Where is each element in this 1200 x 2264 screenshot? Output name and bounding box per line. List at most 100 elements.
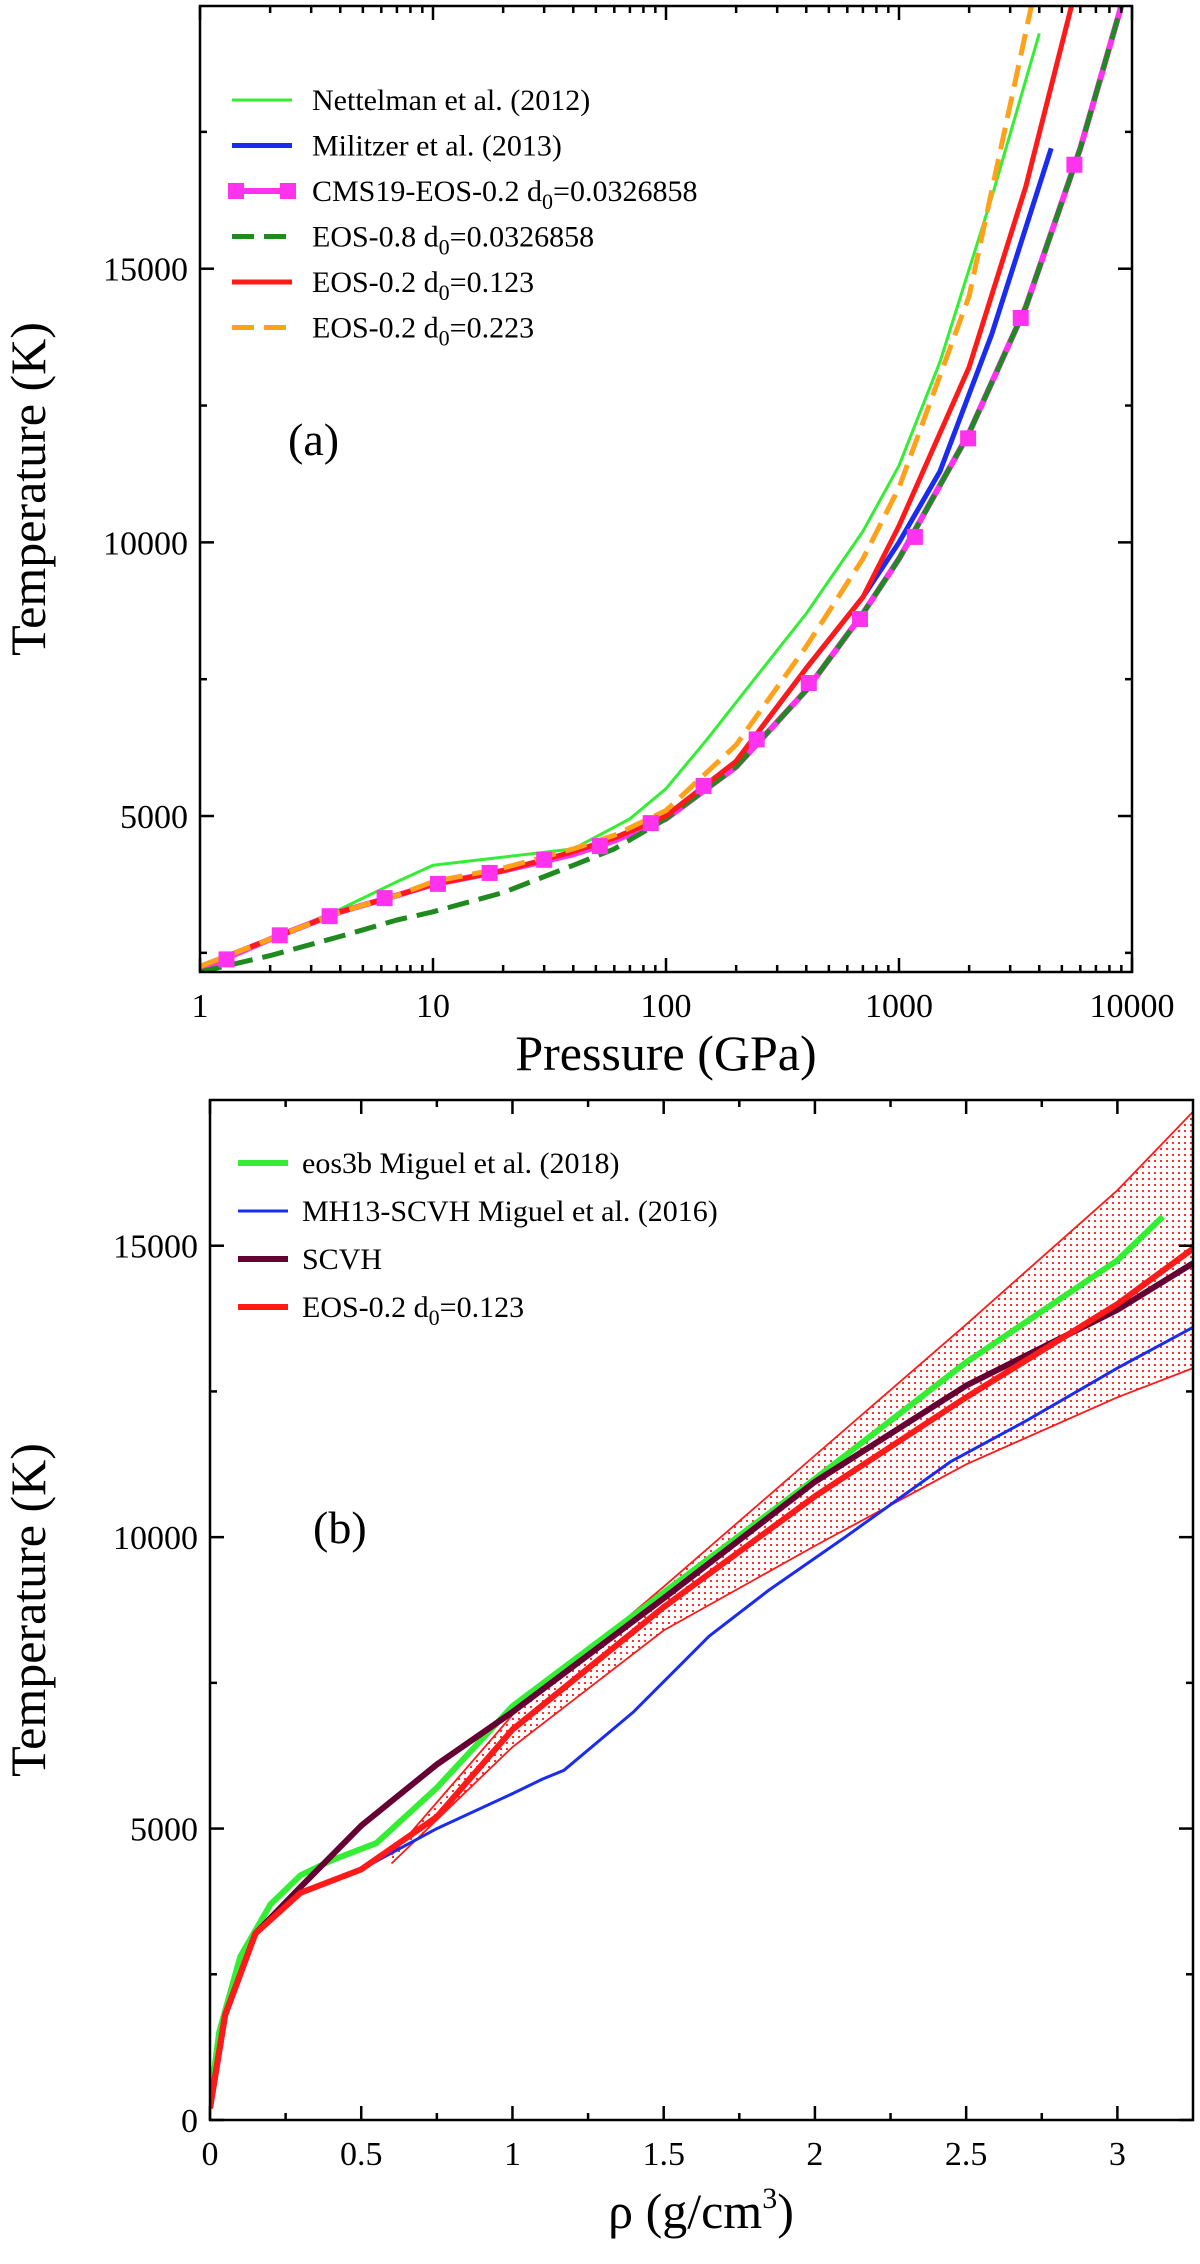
legend-marker [228,183,244,199]
y-tick-label: 5000 [130,1812,198,1849]
panel-a-chart: 1 10 100 1000 10000 5000 10000 15000 Nettelman … [0,4,1175,1081]
legend-label: eos3b Miguel et al. (2018) [302,1147,619,1180]
panel-b-legend: eos3b Miguel et al. (2018) MH13-SCVH Migu… [238,1147,718,1330]
panel-b-x-axis-title-main: ρ (g/cm [608,2183,762,2239]
panel-a-plot-frame [198,4,1134,974]
legend-label-sub: 0 [542,189,553,214]
series-marker-cms19-eos-0-2-d0-0-0326858-3 [376,890,393,907]
x-tick-label: 1000 [865,988,933,1025]
legend-item-scvh: SCVH [238,1243,382,1276]
x-tick-label: 0.5 [340,2136,383,2173]
panel-b-series-group [210,1214,1193,2109]
series-line-eos-0-2-d0-0-223 [200,6,1034,969]
y-tick-label: 15000 [113,1229,198,1266]
legend-label-sub: 0 [429,1305,440,1330]
x-tick-label: 10000 [1090,988,1175,1025]
series-marker-cms19-eos-0-2-d0-0-0326858-11 [800,675,817,692]
legend-label-main: SCVH [302,1243,382,1276]
panel-b-x-axis-title: ρ (g/cm3) [608,2182,794,2239]
legend-label-main: EOS-0.2 d [312,266,439,299]
legend-item-militzer-et-al-2013: Militzer et al. (2013) [232,130,562,163]
x-tick-label: 1.5 [642,2136,685,2173]
series-marker-cms19-eos-0-2-d0-0-0326858-15 [1012,309,1029,326]
legend-label-sub: 0 [439,326,450,351]
legend-label-main: EOS-0.2 d [312,312,439,345]
series-marker-cms19-eos-0-2-d0-0-0326858-7 [591,838,608,855]
legend-label: CMS19-EOS-0.2 d0=0.0326858 [312,175,697,214]
legend-label-sub: 0 [439,280,450,305]
series-marker-cms19-eos-0-2-d0-0-0326858-1 [271,927,288,944]
x-tick-label: 100 [641,988,692,1025]
y-tick-label: 0 [181,2103,198,2140]
series-marker-cms19-eos-0-2-d0-0-0326858-8 [642,815,659,832]
series-line-eos-0-2-d0-0-123 [210,1246,1193,2109]
legend-label: MH13-SCVH Miguel et al. (2016) [302,1195,718,1228]
legend-label-post: =0.123 [440,1291,524,1324]
legend-label: SCVH [302,1243,382,1276]
legend-marker [280,183,296,199]
legend-item-mh13-scvh-miguel-et-al-2016: MH13-SCVH Miguel et al. (2016) [238,1195,718,1228]
legend-label: EOS-0.2 d0=0.123 [302,1291,524,1330]
series-marker-cms19-eos-0-2-d0-0-0326858-14 [960,430,977,447]
series-marker-cms19-eos-0-2-d0-0-0326858-12 [851,610,868,627]
legend-label-main: CMS19-EOS-0.2 d [312,175,542,208]
legend-label-post: =0.223 [450,312,534,345]
panel-a-y-axis-title: Temperature (K) [0,322,56,656]
legend-label: Militzer et al. (2013) [312,130,562,163]
y-tick-label: 5000 [120,799,188,836]
panel-a-series-group [200,6,1125,972]
series-marker-cms19-eos-0-2-d0-0-0326858-9 [695,777,712,794]
series-line-nettelman-et-al-2012 [200,32,1041,971]
legend-label-main: EOS-0.2 d [302,1291,429,1324]
panel-b-label: (b) [313,1502,367,1553]
y-tick-label: 10000 [113,1520,198,1557]
series-marker-cms19-eos-0-2-d0-0-0326858-0 [218,951,235,968]
legend-item-nettelman-et-al-2012: Nettelman et al. (2012) [232,84,590,117]
legend-item-eos-0-2-d0-0-223: EOS-0.2 d0=0.223 [232,312,534,351]
x-tick-label: 10 [416,988,450,1025]
legend-label-post: =0.0326858 [553,175,697,208]
uncertainty-band-lower-edge [390,1367,1193,1865]
panel-b-plot-frame [208,1098,1195,2122]
series-line-eos3b-miguel-et-al-2018 [210,1214,1165,2103]
x-tick-label: 0 [202,2136,219,2173]
panel-a-x-axis-title: Pressure (GPa) [515,1025,816,1081]
series-marker-cms19-eos-0-2-d0-0-0326858-4 [429,875,446,892]
legend-label-main: Nettelman et al. (2012) [312,84,590,117]
series-marker-cms19-eos-0-2-d0-0-0326858-5 [481,864,498,881]
x-tick-label: 2 [806,2136,823,2173]
legend-item-cms19-eos-0-2-d0-0-0326858: CMS19-EOS-0.2 d0=0.0326858 [228,175,697,214]
legend-item-eos3b-miguel-et-al-2018: eos3b Miguel et al. (2018) [238,1147,619,1180]
x-tick-label: 1 [504,2136,521,2173]
series-marker-cms19-eos-0-2-d0-0-0326858-16 [1066,156,1083,173]
x-tick-label: 3 [1109,2136,1126,2173]
legend-label-post: =0.0326858 [450,221,594,254]
legend-label: EOS-0.2 d0=0.223 [312,312,534,351]
series-line-eos-0-8-d0-0-0326858 [200,6,1124,972]
legend-label-main: Militzer et al. (2013) [312,130,562,163]
legend-item-eos-0-8-d0-0-0326858: EOS-0.8 d0=0.0326858 [232,221,594,260]
panel-b-y-axis-title: Temperature (K) [0,1443,56,1777]
panel-a-ticks: 1 10 100 1000 10000 5000 10000 15000 [103,6,1175,1025]
legend-item-eos-0-2-d0-0-123: EOS-0.2 d0=0.123 [232,266,534,305]
uncertainty-band-fill [391,1111,1193,1864]
legend-label: Nettelman et al. (2012) [312,84,590,117]
panel-a-label: (a) [288,414,339,465]
legend-label-post: =0.123 [450,266,534,299]
legend-label-main: EOS-0.8 d [312,221,439,254]
legend-item-eos-0-2-d0-0-123: EOS-0.2 d0=0.123 [238,1291,524,1330]
series-marker-cms19-eos-0-2-d0-0-0326858-6 [536,851,553,868]
legend-label-sub: 0 [439,235,450,260]
legend-label: EOS-0.2 d0=0.123 [312,266,534,305]
series-line-mh13-scvh-miguel-et-al-2016 [210,1325,1193,2109]
y-tick-label: 15000 [103,252,188,289]
legend-label-main: eos3b Miguel et al. (2018) [302,1147,619,1180]
series-marker-cms19-eos-0-2-d0-0-0326858-13 [906,528,923,545]
y-tick-label: 10000 [103,525,188,562]
panel-b-x-axis-title-sup: 3 [762,2182,777,2215]
series-marker-cms19-eos-0-2-d0-0-0326858-2 [321,908,338,925]
x-tick-label: 2.5 [945,2136,988,2173]
series-marker-cms19-eos-0-2-d0-0-0326858-10 [748,731,765,748]
panel-b-chart: 0 0.5 1 1.5 2 2.5 3 0 5000 10000 15000 eos3b Migue… [0,1098,1195,2239]
legend-label: EOS-0.8 d0=0.0326858 [312,221,594,260]
